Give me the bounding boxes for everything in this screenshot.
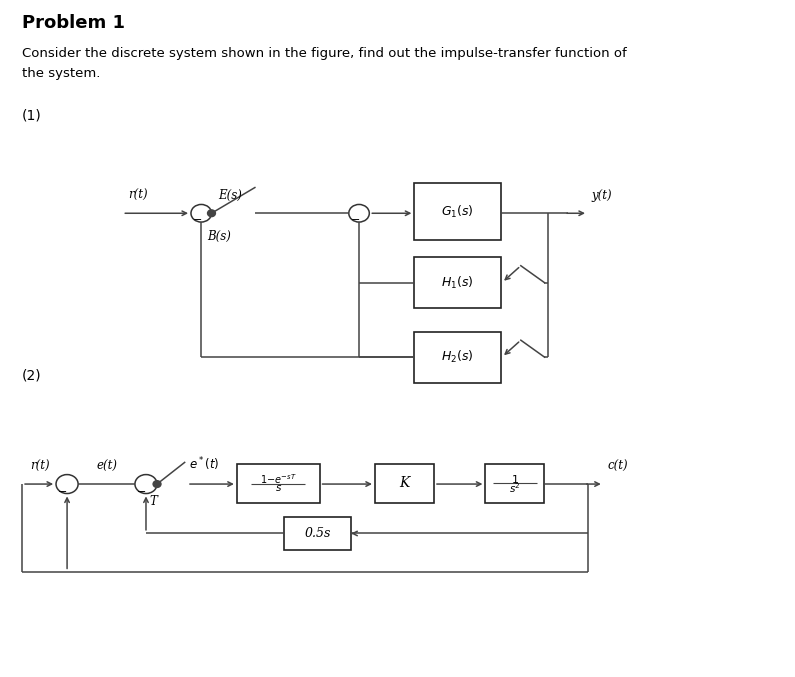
Text: Problem 1: Problem 1: [22, 14, 125, 32]
Text: E(s): E(s): [219, 190, 242, 202]
Text: −: −: [351, 215, 360, 225]
Text: y(t): y(t): [591, 190, 612, 202]
Text: $H_1(s)$: $H_1(s)$: [441, 275, 474, 290]
Text: −: −: [58, 487, 67, 497]
Text: c(t): c(t): [607, 460, 628, 473]
Text: B(s): B(s): [207, 230, 231, 243]
Text: r(t): r(t): [30, 460, 49, 473]
Text: 0.5s: 0.5s: [304, 527, 331, 540]
Bar: [485, 464, 545, 503]
Text: (2): (2): [22, 369, 41, 383]
Text: −: −: [137, 487, 146, 497]
Bar: [237, 464, 320, 503]
Bar: [284, 517, 351, 550]
Text: 1: 1: [511, 475, 518, 485]
Text: K: K: [399, 477, 409, 490]
Text: $s^2$: $s^2$: [509, 481, 521, 495]
Bar: [374, 464, 434, 503]
Text: Consider the discrete system shown in the figure, find out the impulse-transfer : Consider the discrete system shown in th…: [22, 47, 626, 81]
Text: (1): (1): [22, 108, 42, 123]
Text: $s$: $s$: [274, 483, 281, 493]
Text: $G_1(s)$: $G_1(s)$: [441, 204, 474, 219]
Text: e(t): e(t): [96, 460, 117, 473]
Text: $1{-}e^{-sT}$: $1{-}e^{-sT}$: [260, 473, 297, 486]
Bar: [414, 183, 501, 240]
Text: T: T: [150, 495, 158, 508]
Text: $e^*(t)$: $e^*(t)$: [188, 456, 219, 473]
Circle shape: [153, 481, 161, 487]
Circle shape: [207, 210, 215, 217]
Text: −: −: [192, 215, 202, 225]
Text: $H_2(s)$: $H_2(s)$: [441, 349, 474, 365]
Text: r(t): r(t): [128, 190, 148, 202]
Bar: [414, 332, 501, 383]
Bar: [414, 257, 501, 308]
